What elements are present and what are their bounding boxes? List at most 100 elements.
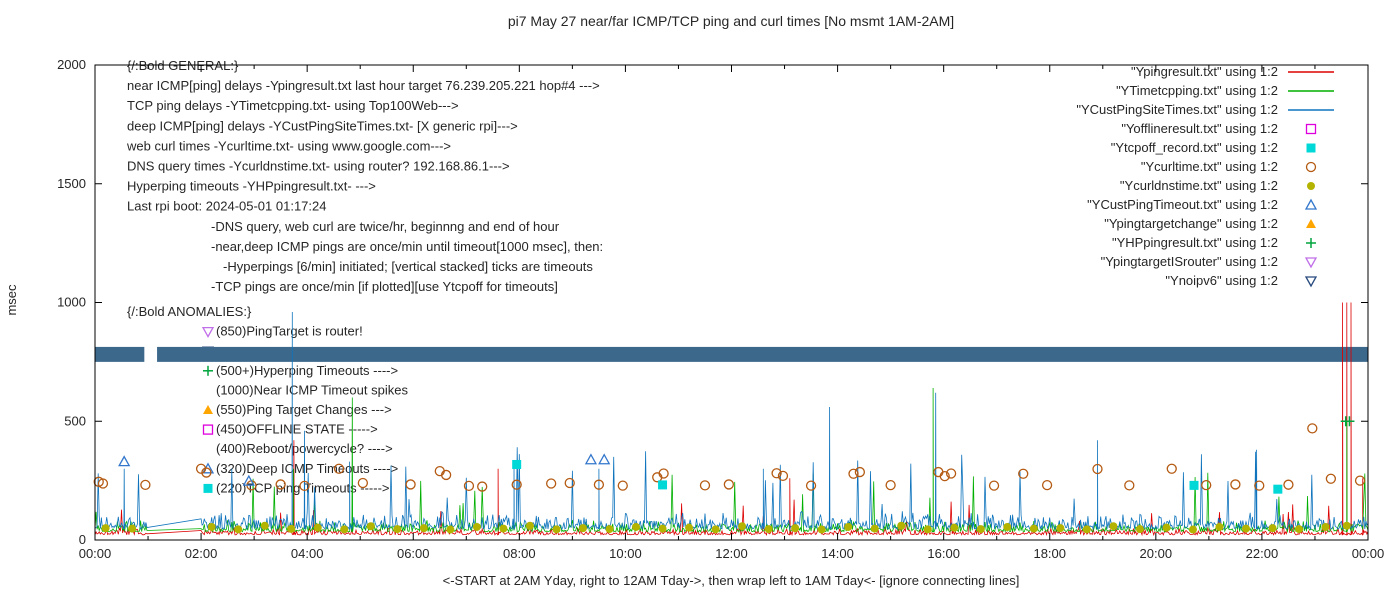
y-axis-label: msec [4, 284, 19, 316]
marker-series-Ycurldnstime [101, 521, 1351, 534]
noipv6-band-layer [95, 346, 1369, 362]
Ycurldnstime-point [366, 522, 375, 531]
YCustPingTimeout-point [242, 474, 255, 486]
Ycurldnstime-point [419, 524, 428, 533]
Ycurltime-point [511, 479, 522, 490]
Ycurltime-point [463, 480, 475, 492]
x-tick-label: 00:00 [1352, 546, 1385, 561]
legend-triangle-open-sample [1304, 198, 1318, 210]
y-tick-label: 2000 [57, 57, 86, 72]
Ycurldnstime-point [287, 524, 296, 533]
Ycurltime-point [1201, 479, 1212, 491]
legend-triangle-down-open-sample [1304, 276, 1318, 288]
Ycurltime-point [1124, 480, 1135, 491]
anomaly-note-line: (850)PingTarget is router! [216, 324, 363, 339]
x-tick-label: 14:00 [821, 546, 854, 561]
YCustPingTimeout-point [598, 453, 611, 465]
Ycurltime-point [945, 468, 957, 479]
legend-square-open-sample [1305, 123, 1317, 135]
y-tick-label: 1000 [57, 295, 86, 310]
x-tick-label: 00:00 [79, 546, 112, 561]
Ycurldnstime-point [1268, 524, 1277, 533]
Ycurldnstime-point [472, 522, 481, 531]
y-tick-label: 500 [64, 413, 86, 428]
marker-series-Ytcpoff_record [512, 459, 1283, 494]
Ycurltime-point [275, 479, 286, 490]
y-tick-label: 1500 [57, 176, 86, 191]
legend-label: "YCustPingSiteTimes.txt" using 1:2 [1076, 102, 1278, 117]
Ycurltime-point [564, 477, 575, 489]
Ycurltime-point [1254, 480, 1265, 491]
Ycurldnstime-point [817, 525, 826, 534]
legend-entry: "Ynoipv6" using 1:2 [1165, 273, 1318, 288]
legend-label: "Ycurltime.txt" using 1:2 [1141, 159, 1278, 174]
Ycurltime-point [988, 480, 1000, 491]
anomaly-note-line: (550)Ping Target Changes ---> [216, 402, 392, 417]
legend-label: "YHPpingresult.txt" using 1:2 [1112, 235, 1278, 250]
general-note-line: TCP ping delays -YTimetcpping.txt- using… [127, 98, 459, 113]
Ycurldnstime-point [393, 525, 402, 534]
Ycurldnstime-point [605, 525, 614, 534]
Ycurldnstime-point [1003, 522, 1012, 531]
Ycurltime-point [1092, 463, 1103, 475]
legend-circle-filled-sample [1307, 182, 1315, 190]
legend-label: "YCustPingTimeout.txt" using 1:2 [1087, 197, 1278, 212]
Ycurldnstime-point [446, 525, 455, 534]
legend-entry: "YHPpingresult.txt" using 1:2 [1112, 235, 1316, 250]
Ycurltime-point [1018, 468, 1029, 479]
Ytcpoff_record-point [512, 459, 522, 469]
YCustPingTimeout-point [118, 455, 131, 467]
Ycurltime-point [658, 468, 669, 479]
legend-label: "Ytcpoff_record.txt" using 1:2 [1111, 140, 1278, 155]
Ycurltime-point [777, 470, 789, 482]
x-tick-label: 04:00 [291, 546, 324, 561]
Ycurldnstime-point [207, 522, 216, 531]
marker-series-YHPpingresult [1340, 416, 1355, 427]
Ycurltime-point [771, 468, 782, 479]
Ycurltime-point [1283, 479, 1294, 490]
legend-label: "Ycurldnstime.txt" using 1:2 [1120, 178, 1278, 193]
Ycurldnstime-point [632, 522, 641, 531]
Ycurltime-point [97, 478, 109, 489]
Ycurltime-point [477, 481, 488, 492]
YCustPingTimeout-point [584, 453, 598, 465]
Ycurltime-point [201, 467, 212, 478]
Ycurltime-point [1041, 479, 1053, 491]
annotations-layer: {/:Bold GENERAL:}near ICMP[ping] delays … [126, 58, 603, 495]
Ycurltime-point [854, 466, 866, 478]
Ycurltime-point [140, 479, 151, 491]
legend-circle-open-sample [1305, 161, 1317, 173]
Ycurldnstime-point [711, 525, 720, 534]
Ycurltime-point [357, 477, 369, 489]
general-note-line: -DNS query, web curl are twice/hr, begin… [211, 219, 560, 234]
triangle-down-open-anomaly-icon [201, 326, 215, 338]
Ycurldnstime-point [764, 525, 773, 534]
x-tick-label: 08:00 [503, 546, 536, 561]
Ycurltime-point [333, 463, 345, 474]
general-note-line: web curl times -Ycurltime.txt- using www… [126, 138, 451, 153]
Ycurldnstime-point [950, 523, 959, 532]
legend-triangle-filled-sample [1306, 219, 1316, 228]
anomalies-heading: {/:Bold ANOMALIES:} [127, 304, 252, 319]
general-note-line: deep ICMP[ping] delays -YCustPingSiteTim… [127, 118, 518, 133]
square-filled-anomaly-icon [203, 483, 213, 493]
Ycurltime-point [195, 463, 207, 474]
Ycurltime-point [1230, 479, 1241, 490]
Ycurldnstime-point [685, 523, 694, 532]
Ycurldnstime-point [578, 524, 587, 533]
legend-label: "YTimetcpping.txt" using 1:2 [1116, 83, 1278, 98]
Ycurltime-point [848, 468, 859, 479]
plot-line-YCustPingSiteTimes [94, 311, 1369, 531]
Ytcpoff_record-point [658, 480, 668, 490]
general-note-line: Hyperping timeouts -YHPpingresult.txt- -… [127, 179, 376, 194]
Ycurldnstime-point [313, 523, 322, 532]
anomaly-note-line: (220)TCP ping Timeouts -----> [216, 480, 390, 495]
Ycurltime-point [939, 470, 950, 482]
legend-entry: "Yofflineresult.txt" using 1:2 [1121, 121, 1317, 136]
legend-entry: "Ytcpoff_record.txt" using 1:2 [1111, 140, 1316, 155]
Ycurldnstime-point [1162, 523, 1171, 532]
Ycurldnstime-point [1321, 522, 1330, 531]
x-tick-label: 20:00 [1140, 546, 1173, 561]
marker-series-Ycurltime [93, 423, 1366, 492]
